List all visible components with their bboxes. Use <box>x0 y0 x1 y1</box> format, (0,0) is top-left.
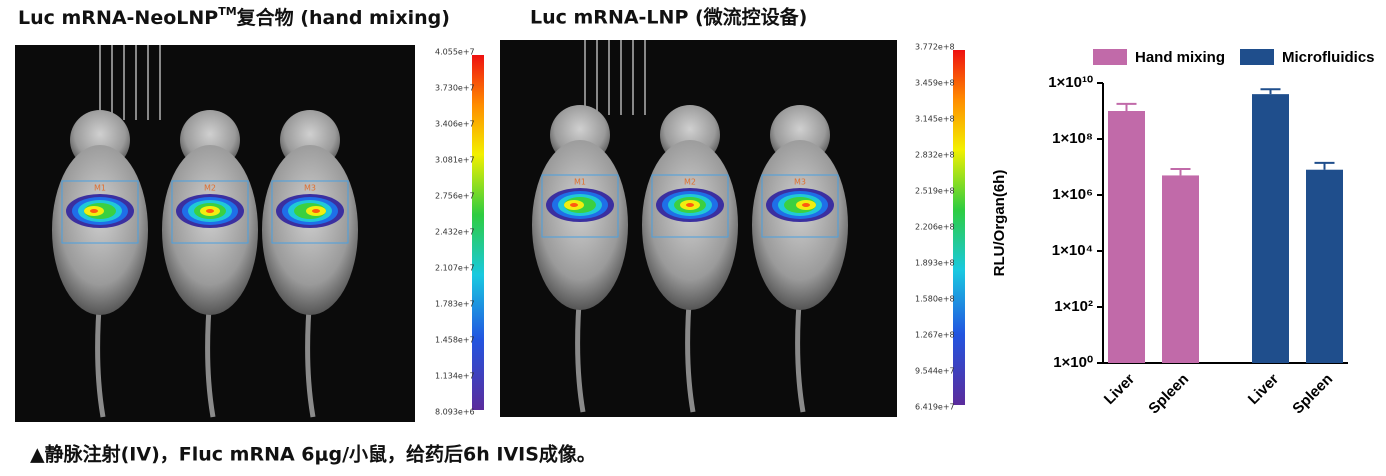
signal <box>686 203 694 207</box>
roi-box <box>61 180 139 244</box>
colorbar-tick-label: 2.432e+7 <box>435 228 475 237</box>
colorbar-tick-label: 1.893e+8 <box>915 259 955 268</box>
colorbar-tick-label: 1.267e+8 <box>915 331 955 340</box>
colorbar-tick-label: 1.783e+7 <box>435 300 475 309</box>
colorbar-tick-label: 1.458e+7 <box>435 336 475 345</box>
y-tick-label: 1×10² <box>1054 298 1093 315</box>
legend-label: Hand mixing <box>1135 49 1225 66</box>
colorbar-tick-label: 4.055e+7 <box>435 48 475 57</box>
colorbar-tick-label: 2.206e+8 <box>915 223 955 232</box>
y-tick-label: 1×10⁶ <box>1052 186 1093 203</box>
caption: ▲静脉注射(IV)，Fluc mRNA 6μg/小鼠，给药后6h IVIS成像。 <box>30 443 596 466</box>
panel-title: Luc mRNA-NeoLNPTM复合物 (hand mixing) <box>18 5 450 29</box>
roi-box <box>171 180 249 244</box>
roi-box <box>271 180 349 244</box>
x-tick-label: Spleen <box>1289 371 1336 418</box>
legend-swatch <box>1240 49 1274 65</box>
signal <box>312 209 320 213</box>
colorbar-tick-label: 3.459e+8 <box>915 79 955 88</box>
roi-label: M1 <box>574 178 586 187</box>
legend-swatch <box>1093 49 1127 65</box>
colorbar-tick-label: 1.580e+8 <box>915 295 955 304</box>
colorbar-tick-label: 3.730e+7 <box>435 84 475 93</box>
bar <box>1252 94 1289 363</box>
bar <box>1108 111 1145 363</box>
y-tick-label: 1×10⁴ <box>1052 242 1093 259</box>
mouse-body <box>52 145 148 315</box>
colorbar-tick-label: 3.406e+7 <box>435 120 475 129</box>
legend-label: Microfluidics <box>1282 49 1375 66</box>
colorbar-tick-label: 3.145e+8 <box>915 115 955 124</box>
mouse-body <box>162 145 258 315</box>
y-tick-label: 1×10¹⁰ <box>1048 74 1093 91</box>
colorbar <box>472 55 484 410</box>
colorbar-tick-label: 2.756e+7 <box>435 192 475 201</box>
signal <box>802 203 810 207</box>
colorbar-tick-label: 8.093e+6 <box>435 408 475 417</box>
mouse-body <box>642 140 738 310</box>
colorbar-tick-label: 3.081e+7 <box>435 156 475 165</box>
y-tick-label: 1×10⁸ <box>1052 130 1093 147</box>
colorbar <box>953 50 965 405</box>
roi-box <box>651 174 729 238</box>
colorbar-tick-label: 1.134e+7 <box>435 372 475 381</box>
colorbar-tick-label: 9.544e+7 <box>915 367 955 376</box>
x-tick-label: Spleen <box>1145 371 1192 418</box>
bar <box>1306 169 1343 363</box>
colorbar-tick-label: 2.107e+7 <box>435 264 475 273</box>
mouse-body <box>752 140 848 310</box>
y-axis-label: RLU/Organ(6h) <box>991 170 1008 277</box>
x-tick-label: Liver <box>1245 371 1282 408</box>
panel-title: Luc mRNA-LNP (微流控设备) <box>530 6 807 29</box>
bar <box>1162 175 1199 363</box>
x-tick-label: Liver <box>1101 371 1138 408</box>
roi-box <box>541 174 619 238</box>
signal <box>206 209 214 213</box>
mouse-body <box>262 145 358 315</box>
colorbar-tick-label: 2.832e+8 <box>915 151 955 160</box>
roi-label: M1 <box>94 184 106 193</box>
y-tick-label: 1×10⁰ <box>1053 354 1093 371</box>
mouse-body <box>532 140 628 310</box>
colorbar-tick-label: 2.519e+8 <box>915 187 955 196</box>
signal <box>90 209 98 213</box>
roi-label: M3 <box>794 178 806 187</box>
roi-label: M2 <box>204 184 216 193</box>
colorbar-tick-label: 6.419e+7 <box>915 403 955 412</box>
roi-label: M3 <box>304 184 316 193</box>
roi-label: M2 <box>684 178 696 187</box>
signal <box>570 203 578 207</box>
roi-box <box>761 174 839 238</box>
colorbar-tick-label: 3.772e+8 <box>915 43 955 52</box>
